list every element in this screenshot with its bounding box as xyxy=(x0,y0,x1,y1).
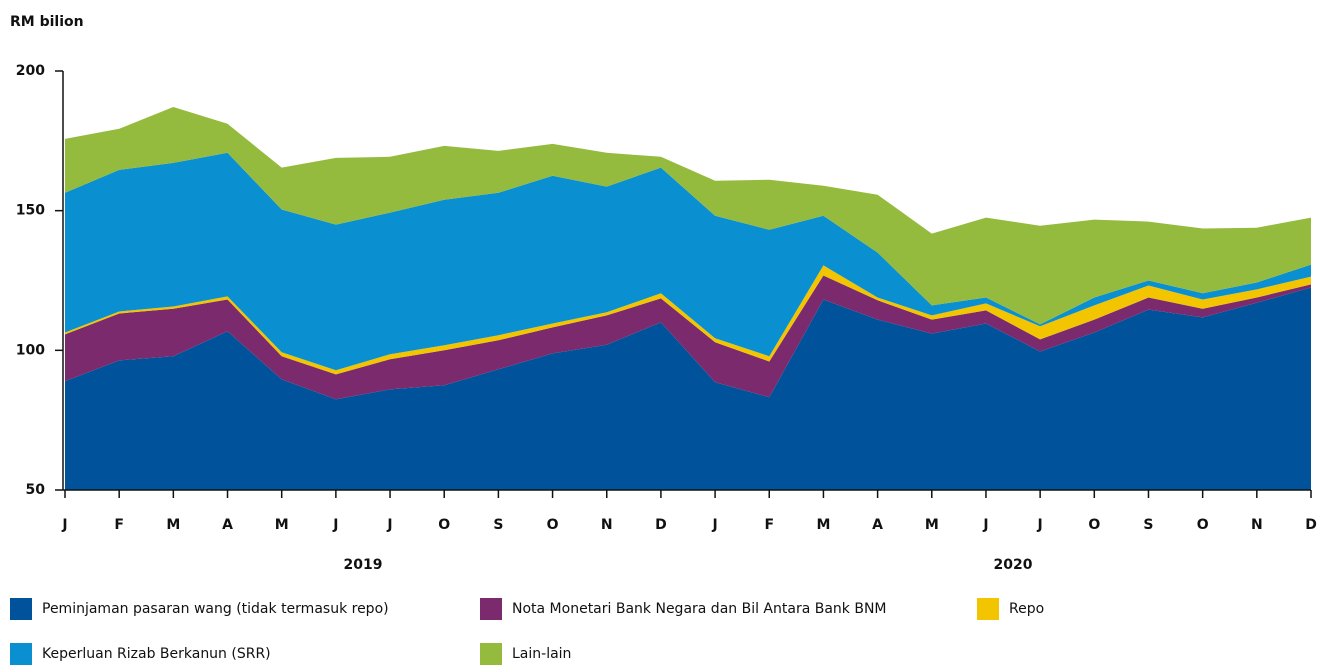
x-tick-label: J xyxy=(711,517,717,533)
area xyxy=(65,275,1311,400)
x-tick-label: M xyxy=(816,517,830,533)
y-tick-label: 50 xyxy=(26,482,46,498)
area xyxy=(65,107,1311,325)
x-tick-label: M xyxy=(166,517,180,533)
x-tick-label: D xyxy=(655,517,667,533)
x-tick-label: N xyxy=(601,517,613,533)
legend-swatch xyxy=(10,643,32,665)
x-tick-label: O xyxy=(438,517,450,533)
y-axis-label: RM bilion xyxy=(10,14,84,30)
x-tick-label: J xyxy=(982,517,988,533)
year-label: 2020 xyxy=(994,557,1033,573)
x-tick-label: O xyxy=(1088,517,1100,533)
x-tick-label: S xyxy=(1143,517,1153,533)
x-tick-label: M xyxy=(275,517,289,533)
legend-swatch xyxy=(480,643,502,665)
x-tick-label: A xyxy=(222,517,233,533)
y-tick-label: 150 xyxy=(16,203,45,219)
legend-swatch xyxy=(10,598,32,620)
legend-label: Lain-lain xyxy=(512,646,571,662)
x-tick-label: O xyxy=(1197,517,1209,533)
x-tick-label: S xyxy=(493,517,503,533)
areas xyxy=(65,107,1311,490)
x-tick-label: J xyxy=(332,517,338,533)
legend-label: Nota Monetari Bank Negara dan Bil Antara… xyxy=(512,601,887,617)
y-tick-label: 200 xyxy=(16,63,45,79)
x-tick-label: O xyxy=(547,517,559,533)
area xyxy=(65,152,1311,371)
legend-label: Peminjaman pasaran wang (tidak termasuk … xyxy=(42,601,389,617)
area xyxy=(65,265,1311,375)
legend-swatch xyxy=(977,598,999,620)
legend-label: Keperluan Rizab Berkanun (SRR) xyxy=(42,646,271,662)
x-tick-label: J xyxy=(61,517,67,533)
x-tick-label: A xyxy=(872,517,883,533)
x-tick-label: N xyxy=(1251,517,1263,533)
area xyxy=(65,287,1311,490)
x-tick-label: J xyxy=(386,517,392,533)
y-tick-label: 100 xyxy=(16,342,45,358)
x-tick-label: J xyxy=(1037,517,1043,533)
x-tick-label: F xyxy=(114,517,124,533)
year-label: 2019 xyxy=(343,557,382,573)
legend-label: Repo xyxy=(1009,601,1044,617)
legend-swatch xyxy=(480,598,502,620)
x-tick-label: D xyxy=(1305,517,1317,533)
x-tick-label: M xyxy=(925,517,939,533)
x-tick-label: F xyxy=(764,517,774,533)
